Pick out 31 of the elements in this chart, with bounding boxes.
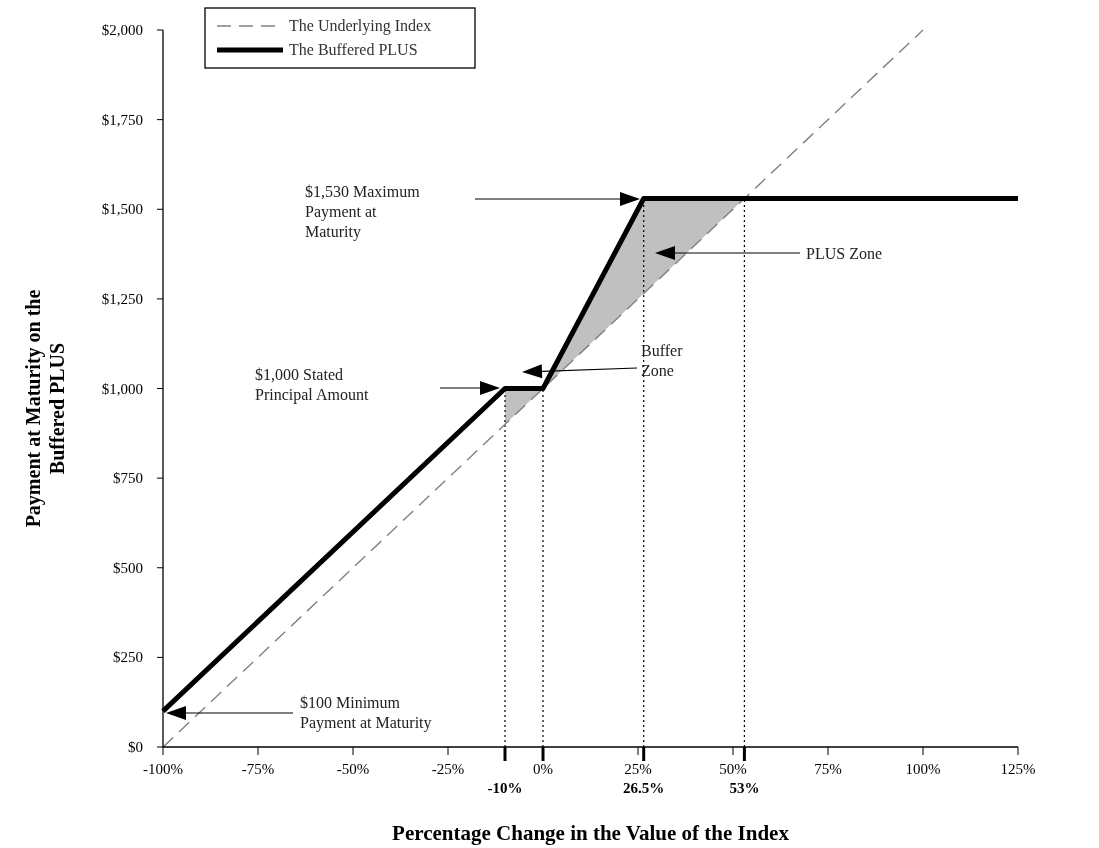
y-axis-title: Payment at Maturity on the Buffered PLUS — [22, 289, 68, 528]
x-tick-label: -25% — [431, 761, 465, 777]
x-tick-label: -100% — [143, 761, 183, 777]
y-tick-label: $250 — [113, 649, 143, 666]
x-tick-label: 50% — [719, 761, 747, 777]
ref-line-label: 53% — [729, 780, 760, 796]
legend-label: The Underlying Index — [289, 17, 432, 35]
y-tick-label: $1,750 — [101, 111, 143, 128]
x-tick-label: 125% — [1000, 761, 1036, 777]
ref-line-label: 26.5% — [623, 780, 665, 796]
annotation: $100 Minimum Payment at Maturity — [300, 694, 432, 732]
annotation: Buffer Zone — [641, 342, 684, 379]
x-tick-label: -75% — [241, 761, 275, 777]
y-tick-label: $1,250 — [101, 290, 143, 307]
y-tick-label: $500 — [113, 559, 143, 576]
y-tick-label: $1,000 — [101, 380, 143, 397]
y-tick-label: $750 — [113, 470, 143, 487]
y-tick-label: $2,000 — [101, 22, 143, 38]
annotation: $1,000 Stated Principal Amount — [255, 366, 369, 404]
x-tick-label: 25% — [624, 761, 652, 777]
x-axis-title: Percentage Change in the Value of the Index — [392, 821, 790, 845]
annotation: $1,530 Maximum Payment at Maturity — [305, 183, 421, 241]
x-tick-label: -50% — [336, 761, 370, 777]
x-tick-label: 100% — [905, 761, 941, 777]
x-tick-label: 75% — [814, 761, 842, 777]
annotation: PLUS Zone — [806, 245, 882, 262]
y-tick-label: $1,500 — [101, 201, 143, 218]
legend-label: The Buffered PLUS — [289, 41, 418, 58]
y-tick-label: $0 — [128, 739, 143, 755]
x-tick-label: 0% — [533, 761, 553, 777]
ref-line-label: -10% — [487, 780, 523, 796]
